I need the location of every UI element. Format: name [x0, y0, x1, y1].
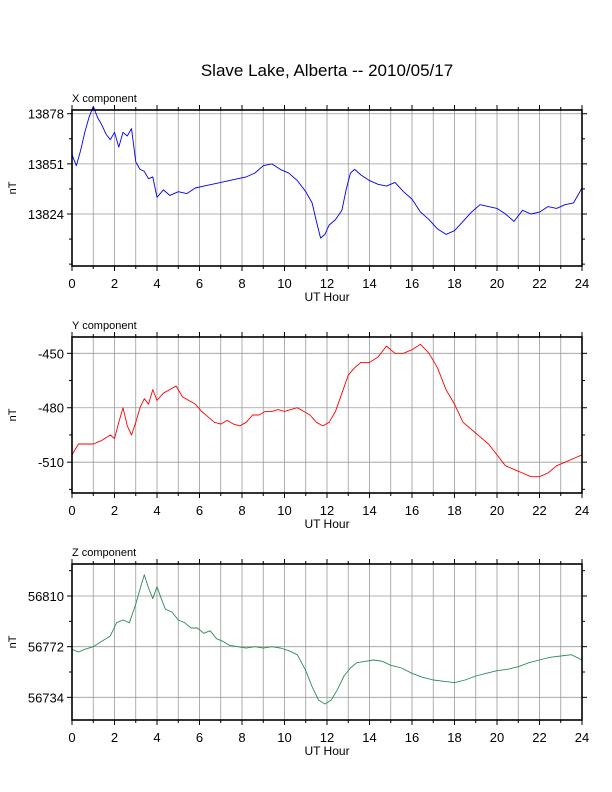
series-line	[71, 574, 583, 705]
x-tick-label: 14	[362, 503, 376, 518]
x-tick-label: 20	[490, 730, 504, 745]
y-axis-label: nT	[7, 181, 19, 194]
x-tick-label: 16	[405, 276, 419, 291]
x-tick-label: 0	[68, 276, 75, 291]
x-tick-label: 24	[575, 276, 589, 291]
series-line	[71, 343, 583, 478]
x-tick-label: 24	[575, 503, 589, 518]
y-tick-label: 13878	[28, 107, 64, 122]
x-tick-label: 2	[111, 276, 118, 291]
x-tick-label: 18	[447, 503, 461, 518]
y-axis-label: nT	[7, 635, 19, 648]
x-tick-label: 6	[196, 503, 203, 518]
x-tick-label: 2	[111, 730, 118, 745]
x-tick-label: 0	[68, 730, 75, 745]
x-tick-label: 16	[405, 730, 419, 745]
y-tick-label: -480	[38, 401, 64, 416]
y-axis-label: nT	[7, 408, 19, 421]
x-tick-label: 8	[238, 503, 245, 518]
x-tick-label: 2	[111, 503, 118, 518]
chart-title: Slave Lake, Alberta -- 2010/05/17	[201, 61, 453, 80]
x-axis-label: UT Hour	[304, 517, 349, 531]
y-tick-label: -510	[38, 455, 64, 470]
x-tick-label: 8	[238, 276, 245, 291]
component-label: X component	[72, 93, 137, 105]
x-tick-label: 20	[490, 276, 504, 291]
x-tick-label: 18	[447, 276, 461, 291]
x-tick-label: 16	[405, 503, 419, 518]
y-tick-label: 13824	[28, 207, 64, 222]
x-tick-label: 10	[277, 730, 291, 745]
x-tick-label: 18	[447, 730, 461, 745]
x-tick-label: 22	[532, 730, 546, 745]
x-axis-label: UT Hour	[304, 290, 349, 304]
x-tick-label: 4	[153, 276, 160, 291]
y-tick-label: -450	[38, 346, 64, 361]
y-tick-label: 56772	[28, 640, 64, 655]
x-tick-label: 0	[68, 503, 75, 518]
x-tick-label: 4	[153, 503, 160, 518]
x-tick-label: 8	[238, 730, 245, 745]
x-tick-label: 12	[320, 503, 334, 518]
y-tick-label: 56810	[28, 589, 64, 604]
x-tick-label: 24	[575, 730, 589, 745]
x-tick-label: 14	[362, 730, 376, 745]
x-tick-label: 4	[153, 730, 160, 745]
component-label: Y component	[72, 320, 137, 332]
y-tick-label: 13851	[28, 157, 64, 172]
x-tick-label: 10	[277, 503, 291, 518]
x-tick-label: 6	[196, 730, 203, 745]
component-label: Z component	[72, 547, 136, 559]
x-tick-label: 10	[277, 276, 291, 291]
x-tick-label: 12	[320, 730, 334, 745]
x-tick-label: 6	[196, 276, 203, 291]
x-tick-label: 20	[490, 503, 504, 518]
x-tick-label: 22	[532, 503, 546, 518]
x-axis-label: UT Hour	[304, 744, 349, 758]
y-tick-label: 56734	[28, 690, 64, 705]
x-tick-label: 12	[320, 276, 334, 291]
x-tick-label: 22	[532, 276, 546, 291]
series-line	[71, 105, 583, 239]
x-tick-label: 14	[362, 276, 376, 291]
